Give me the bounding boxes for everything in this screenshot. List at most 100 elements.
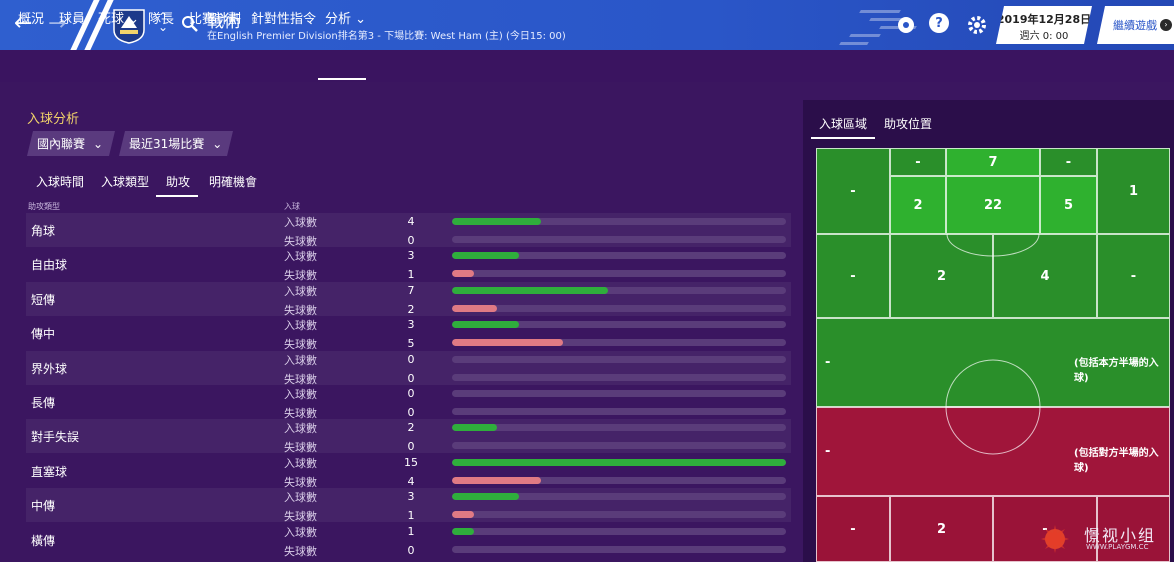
subtab-active-underline (156, 195, 198, 197)
scored-label: 入球數 (284, 250, 317, 264)
subtab-goal-type[interactable]: 入球類型 (101, 175, 150, 189)
scored-value: 0 (407, 352, 415, 366)
decor-stripe (839, 42, 869, 45)
conceded-bar-track (452, 304, 786, 312)
table-row: 中傳 入球數 3 失球數 1 (26, 488, 791, 524)
conceded-bar (452, 476, 542, 484)
subtab-goal-time[interactable]: 入球時間 (36, 175, 85, 189)
conceded-label: 失球數 (284, 235, 317, 248)
competition-dropdown[interactable]: 國內聯賽 ⌄ (27, 131, 115, 156)
scored-value: 15 (404, 455, 418, 469)
table-row: 長傳 入球數 0 失球數 0 (26, 385, 791, 420)
continue-game-button[interactable]: 繼續遊戲 › (1097, 6, 1174, 44)
conceded-value: 0 (407, 406, 415, 419)
zone-c-centre-left: 2 (890, 496, 993, 562)
scored-bar-track (452, 458, 786, 466)
menu-opposition-instructions[interactable]: 針對性指令 (251, 12, 317, 27)
conceded-label: 失球數 (284, 372, 317, 386)
page-subtitle: 在English Premier Division排名第3 - 下場比賽: We… (207, 31, 566, 42)
table-row: 角球 入球數 4 失球數 0 (26, 213, 791, 248)
page-title: 戰術 (207, 12, 241, 32)
conceded-value: 4 (407, 474, 415, 488)
tab-assist-positions[interactable]: 助攻位置 (884, 117, 933, 131)
conceded-bar-track (452, 373, 786, 381)
assist-type-label: 短傳 (31, 292, 56, 307)
subtab-clear-chances[interactable]: 明確機會 (209, 175, 258, 189)
chevron-right-icon: › (1160, 19, 1172, 31)
scored-value: 3 (407, 490, 415, 504)
menu-analysis[interactable]: 分析 ⌄ (325, 12, 367, 27)
chevron-updown-icon[interactable]: ⌃ ⌄ (158, 10, 169, 34)
scored-bar-track (452, 424, 786, 432)
zone-b-centre-left: 2 (890, 234, 993, 318)
conceded-bar-track (452, 339, 786, 347)
scored-value: 3 (407, 318, 415, 332)
conceded-value: 5 (407, 337, 415, 351)
scored-value: 0 (407, 387, 415, 400)
scored-label: 入球數 (284, 388, 317, 401)
scored-label: 入球數 (284, 353, 317, 367)
watermark-logo-icon (1041, 525, 1069, 553)
pitch-diagram: - - 7 - 1 2 22 5 - 2 4 - - - - 2 - (包括本方… (816, 148, 1170, 562)
ball-icon[interactable] (893, 12, 919, 38)
column-header-type: 助攻類型 (28, 202, 60, 211)
conceded-label: 失球數 (284, 544, 317, 558)
scored-label: 入球數 (284, 216, 317, 229)
date-display[interactable]: 2019年12月28日 週六 0: 00 (996, 6, 1092, 44)
watermark: 憬视小组 WWW.PLAYGM.CC (1040, 522, 1170, 556)
menu-match-plan[interactable]: 比賽計劃 (189, 12, 242, 27)
gear-icon[interactable] (964, 12, 990, 38)
conceded-label: 失球數 (284, 269, 317, 283)
scored-bar (452, 527, 475, 535)
subtab-assists[interactable]: 助攻 (166, 175, 191, 189)
scored-bar (452, 218, 542, 225)
assist-type-label: 界外球 (31, 361, 68, 376)
zone-left-wide: - (816, 148, 890, 234)
club-crest-icon[interactable] (112, 8, 146, 44)
conceded-label: 失球數 (284, 510, 317, 524)
competition-value: 國內聯賽 (37, 137, 86, 151)
assist-type-label: 直塞球 (31, 464, 68, 479)
tab-goal-zones[interactable]: 入球區域 (819, 117, 868, 131)
conceded-value: 1 (407, 509, 415, 523)
table-row: 界外球 入球數 0 失球數 0 (26, 350, 791, 386)
assist-type-label: 橫傳 (31, 533, 56, 548)
zone-c-right (1097, 496, 1170, 562)
chevron-down-icon: ⌄ (93, 136, 104, 151)
scored-bar-track (452, 286, 786, 294)
menu-captains[interactable]: 隊長 (148, 12, 175, 27)
assist-type-label: 角球 (31, 224, 56, 238)
conceded-label: 失球數 (284, 303, 317, 317)
zone-c-left: - (816, 496, 890, 562)
scored-bar-track (452, 527, 786, 535)
column-header-goals: 入球 (284, 202, 300, 211)
back-arrow-icon[interactable]: ← (14, 11, 33, 36)
zone-b-left: - (816, 234, 890, 318)
opp-half-note: (包括對方半場的入球) (1074, 448, 1159, 474)
zone-box-right-top: - (1040, 148, 1097, 176)
menu-set-pieces[interactable]: 死球 ⌄ (98, 12, 140, 27)
scored-bar-track (452, 390, 786, 397)
rtab-active-underline (811, 137, 875, 139)
help-icon[interactable]: ? (929, 13, 949, 33)
conceded-value: 1 (407, 268, 415, 282)
conceded-value: 2 (407, 302, 415, 316)
menu-overview[interactable]: 概況 (18, 12, 45, 27)
conceded-bar-track (452, 545, 786, 553)
scored-bar-track (452, 252, 786, 260)
conceded-bar-track (452, 442, 786, 450)
scored-bar (452, 458, 786, 466)
search-icon[interactable] (181, 15, 199, 33)
scored-bar (452, 493, 519, 501)
table-row: 自由球 入球數 3 失球數 1 (26, 247, 791, 283)
chevron-down-icon: ⌄ (212, 136, 223, 151)
forward-arrow-icon[interactable]: → (48, 11, 67, 36)
scored-value: 7 (407, 283, 415, 297)
scored-bar-track (452, 321, 786, 329)
range-dropdown[interactable]: 最近31場比賽 ⌄ (119, 131, 233, 156)
conceded-bar (452, 270, 475, 278)
scored-label: 入球數 (284, 319, 317, 333)
scored-label: 入球數 (284, 456, 317, 470)
menu-players[interactable]: 球員 (59, 12, 86, 27)
section-title: 入球分析 (27, 112, 80, 127)
